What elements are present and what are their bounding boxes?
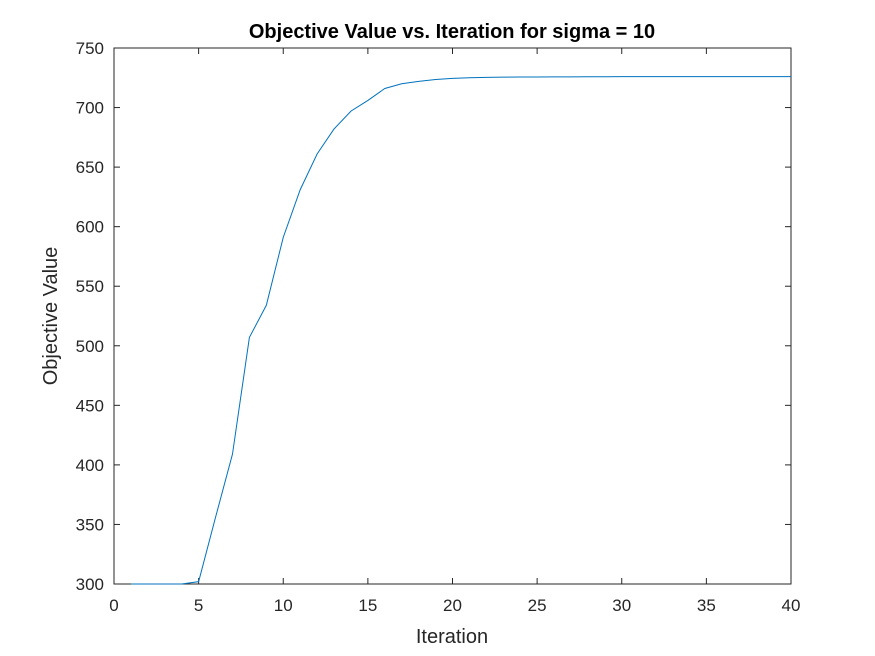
y-tick-label: 400 xyxy=(76,456,104,475)
x-tick-label: 35 xyxy=(697,596,716,615)
x-tick-label: 10 xyxy=(274,596,293,615)
x-tick-label: 20 xyxy=(443,596,462,615)
y-tick-label: 750 xyxy=(76,39,104,58)
x-tick-label: 0 xyxy=(109,596,118,615)
series-line xyxy=(130,76,791,585)
y-tick-label: 600 xyxy=(76,218,104,237)
chart-title: Objective Value vs. Iteration for sigma … xyxy=(249,21,655,43)
y-tick-label: 550 xyxy=(76,277,104,296)
y-tick-label: 350 xyxy=(76,515,104,534)
y-axis-label: Objective Value xyxy=(40,247,62,386)
x-tick-label: 40 xyxy=(782,596,801,615)
x-tick-label: 5 xyxy=(194,596,203,615)
y-tick-label: 500 xyxy=(76,337,104,356)
y-tick-label: 700 xyxy=(76,99,104,118)
plot-area xyxy=(113,47,792,585)
y-tick-label: 650 xyxy=(76,158,104,177)
axis-ticks: 0 5 10 15 20 25 30 35 40 300 350 400 450 500 550 600 650… xyxy=(76,39,801,615)
x-axis-label: Iteration xyxy=(416,626,488,648)
x-tick-label: 15 xyxy=(358,596,377,615)
y-tick-label: 300 xyxy=(76,575,104,594)
x-tick-label: 30 xyxy=(612,596,631,615)
x-tick-label: 25 xyxy=(528,596,547,615)
y-tick-label: 450 xyxy=(76,396,104,415)
